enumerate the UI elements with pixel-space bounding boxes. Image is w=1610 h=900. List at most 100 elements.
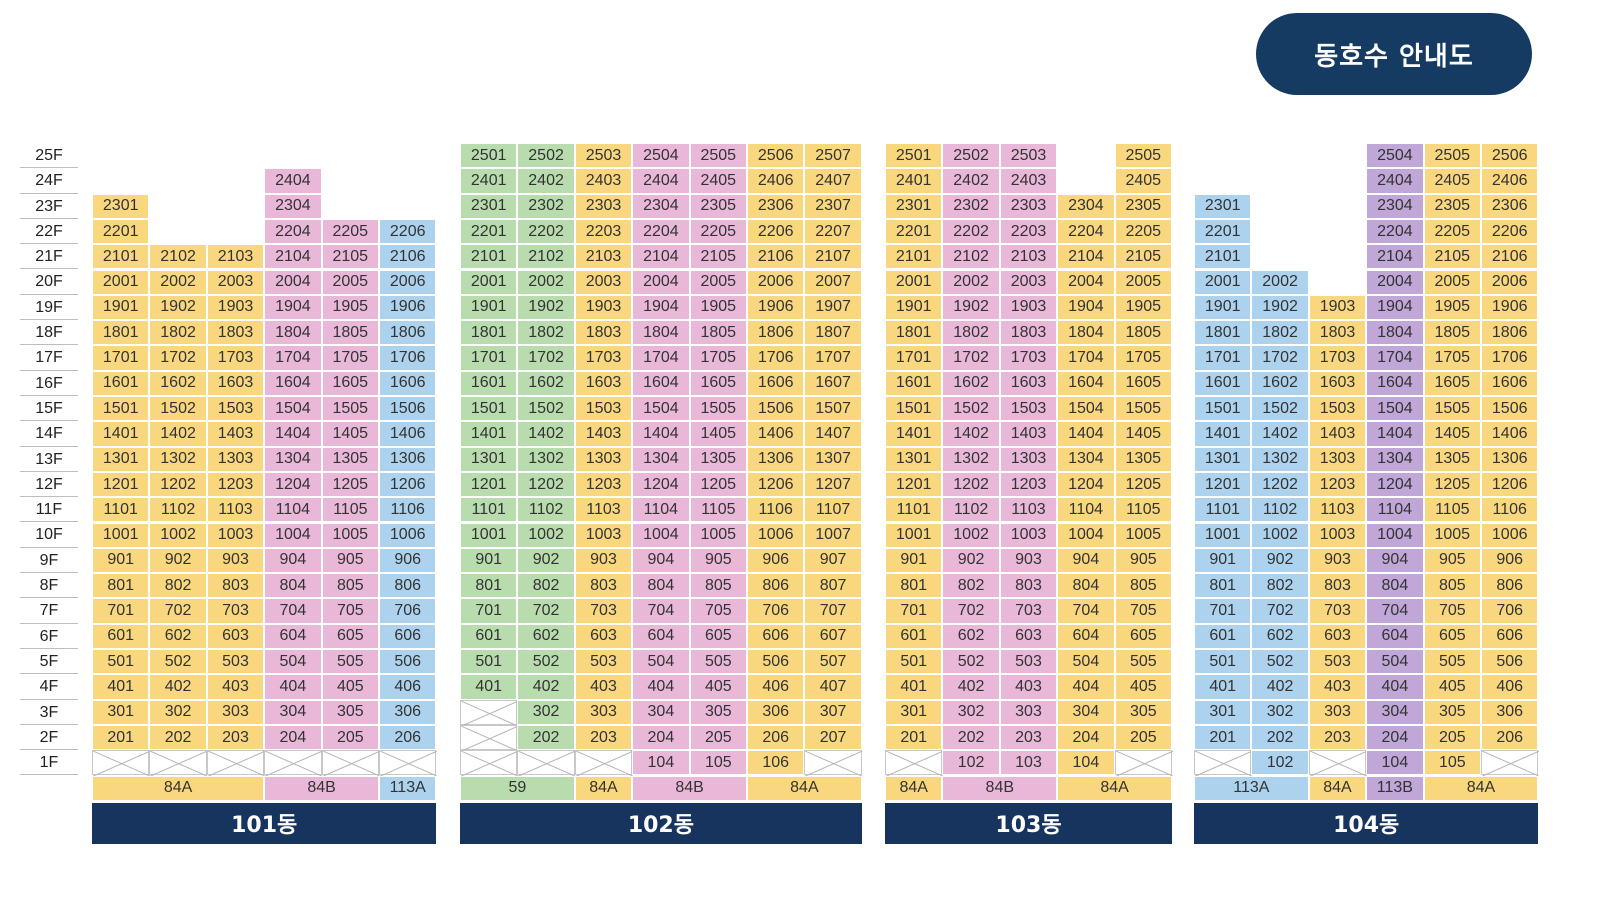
unit-cell[interactable]: 2102 bbox=[942, 244, 1000, 270]
unit-cell[interactable]: 1306 bbox=[1481, 446, 1539, 472]
unit-cell[interactable]: 2005 bbox=[689, 269, 747, 295]
unit-cell[interactable]: 1901 bbox=[460, 294, 518, 321]
unit-cell[interactable]: 905 bbox=[689, 547, 747, 574]
unit-cell[interactable]: 803 bbox=[574, 573, 633, 599]
unit-cell[interactable]: 701 bbox=[92, 598, 150, 624]
unit-cell[interactable]: 1501 bbox=[460, 396, 518, 422]
unit-cell[interactable]: 802 bbox=[1251, 573, 1309, 599]
unit-cell[interactable]: 803 bbox=[206, 573, 265, 599]
unit-cell[interactable]: 1703 bbox=[206, 345, 265, 371]
unit-cell[interactable]: 2201 bbox=[460, 218, 518, 245]
unit-cell[interactable]: 305 bbox=[689, 699, 747, 725]
unit-cell[interactable]: 1602 bbox=[517, 370, 575, 396]
unit-cell[interactable]: 2304 bbox=[264, 193, 322, 219]
unit-cell[interactable]: 604 bbox=[264, 623, 322, 649]
unit-cell[interactable]: 403 bbox=[1308, 674, 1367, 700]
unit-cell[interactable]: 701 bbox=[460, 598, 518, 624]
unit-cell[interactable]: 1705 bbox=[321, 345, 379, 371]
unit-cell[interactable]: 503 bbox=[1308, 649, 1367, 675]
unit-cell[interactable]: 2306 bbox=[1481, 193, 1539, 219]
unit-cell[interactable]: 903 bbox=[206, 547, 265, 574]
unit-cell[interactable]: 905 bbox=[321, 547, 379, 574]
unit-cell[interactable]: 604 bbox=[1366, 623, 1424, 649]
unit-cell[interactable]: 304 bbox=[264, 699, 322, 725]
unit-cell[interactable]: 501 bbox=[1194, 649, 1252, 675]
unit-cell[interactable]: 402 bbox=[1251, 674, 1309, 700]
unit-cell[interactable]: 1301 bbox=[1194, 446, 1252, 472]
unit-cell[interactable]: 1104 bbox=[632, 497, 690, 523]
unit-cell[interactable]: 2105 bbox=[1423, 244, 1481, 270]
unit-cell[interactable]: 2505 bbox=[689, 143, 747, 169]
unit-cell[interactable]: 504 bbox=[632, 649, 690, 675]
unit-cell[interactable]: 2505 bbox=[1114, 143, 1172, 169]
unit-cell[interactable]: 2105 bbox=[1114, 244, 1172, 270]
unit-cell[interactable]: 1502 bbox=[149, 396, 207, 422]
unit-cell[interactable]: 902 bbox=[517, 547, 575, 574]
unit-cell[interactable]: 1002 bbox=[1251, 522, 1309, 548]
unit-cell[interactable]: 803 bbox=[999, 573, 1058, 599]
unit-cell[interactable]: 2001 bbox=[460, 269, 518, 295]
unit-cell[interactable]: 706 bbox=[1481, 598, 1539, 624]
unit-cell[interactable]: 1701 bbox=[92, 345, 150, 371]
unit-cell[interactable]: 502 bbox=[517, 649, 575, 675]
unit-cell[interactable]: 1901 bbox=[92, 294, 150, 321]
unit-cell[interactable]: 1502 bbox=[517, 396, 575, 422]
unit-cell[interactable]: 1104 bbox=[1057, 497, 1115, 523]
unit-cell[interactable]: 2006 bbox=[747, 269, 805, 295]
unit-cell[interactable]: 1004 bbox=[1057, 522, 1115, 548]
unit-cell[interactable]: 804 bbox=[264, 573, 322, 599]
unit-cell[interactable]: 1206 bbox=[1481, 471, 1539, 498]
unit-cell[interactable]: 1304 bbox=[632, 446, 690, 472]
unit-cell[interactable]: 1201 bbox=[460, 471, 518, 498]
unit-cell[interactable]: 2503 bbox=[574, 143, 633, 169]
unit-cell[interactable]: 1204 bbox=[264, 471, 322, 498]
unit-cell[interactable]: 2304 bbox=[1057, 193, 1115, 219]
unit-cell[interactable]: 1104 bbox=[264, 497, 322, 523]
unit-cell[interactable]: 706 bbox=[379, 598, 437, 624]
unit-cell[interactable]: 1601 bbox=[885, 370, 943, 396]
unit-cell[interactable]: 1604 bbox=[632, 370, 690, 396]
unit-cell[interactable]: 603 bbox=[999, 623, 1058, 649]
unit-cell[interactable]: 104 bbox=[632, 750, 690, 776]
unit-cell[interactable]: 1204 bbox=[632, 471, 690, 498]
unit-cell[interactable]: 601 bbox=[92, 623, 150, 649]
unit-cell[interactable]: 206 bbox=[379, 724, 437, 751]
unit-cell[interactable]: 1205 bbox=[689, 471, 747, 498]
unit-cell[interactable]: 307 bbox=[804, 699, 862, 725]
unit-cell[interactable]: 2405 bbox=[1114, 168, 1172, 194]
unit-cell[interactable]: 1605 bbox=[1114, 370, 1172, 396]
unit-cell[interactable]: 1602 bbox=[149, 370, 207, 396]
unit-cell[interactable]: 2303 bbox=[999, 193, 1058, 219]
unit-cell[interactable]: 503 bbox=[999, 649, 1058, 675]
unit-cell[interactable]: 1803 bbox=[999, 320, 1058, 346]
unit-cell[interactable]: 1704 bbox=[632, 345, 690, 371]
unit-cell[interactable]: 1202 bbox=[942, 471, 1000, 498]
unit-cell[interactable]: 1805 bbox=[689, 320, 747, 346]
unit-cell[interactable]: 1905 bbox=[1114, 294, 1172, 321]
unit-cell[interactable]: 1001 bbox=[460, 522, 518, 548]
unit-cell[interactable]: 1501 bbox=[1194, 396, 1252, 422]
unit-cell[interactable]: 1403 bbox=[999, 421, 1058, 447]
unit-cell[interactable]: 802 bbox=[942, 573, 1000, 599]
unit-cell[interactable]: 1302 bbox=[1251, 446, 1309, 472]
unit-cell[interactable]: 601 bbox=[1194, 623, 1252, 649]
unit-cell[interactable]: 904 bbox=[632, 547, 690, 574]
unit-cell[interactable]: 1406 bbox=[379, 421, 437, 447]
unit-cell[interactable]: 404 bbox=[264, 674, 322, 700]
unit-cell[interactable]: 1703 bbox=[1308, 345, 1367, 371]
unit-cell[interactable]: 1501 bbox=[92, 396, 150, 422]
unit-cell[interactable]: 2204 bbox=[1057, 218, 1115, 245]
unit-cell[interactable]: 302 bbox=[942, 699, 1000, 725]
unit-cell[interactable]: 2104 bbox=[1366, 244, 1424, 270]
unit-cell[interactable]: 902 bbox=[942, 547, 1000, 574]
unit-cell[interactable]: 2401 bbox=[885, 168, 943, 194]
unit-cell[interactable]: 303 bbox=[999, 699, 1058, 725]
unit-cell[interactable]: 306 bbox=[1481, 699, 1539, 725]
unit-cell[interactable]: 1906 bbox=[747, 294, 805, 321]
unit-cell[interactable]: 1401 bbox=[885, 421, 943, 447]
unit-cell[interactable]: 305 bbox=[1423, 699, 1481, 725]
unit-cell[interactable]: 1103 bbox=[1308, 497, 1367, 523]
unit-cell[interactable]: 504 bbox=[264, 649, 322, 675]
unit-cell[interactable]: 2103 bbox=[574, 244, 633, 270]
unit-cell[interactable]: 1401 bbox=[460, 421, 518, 447]
